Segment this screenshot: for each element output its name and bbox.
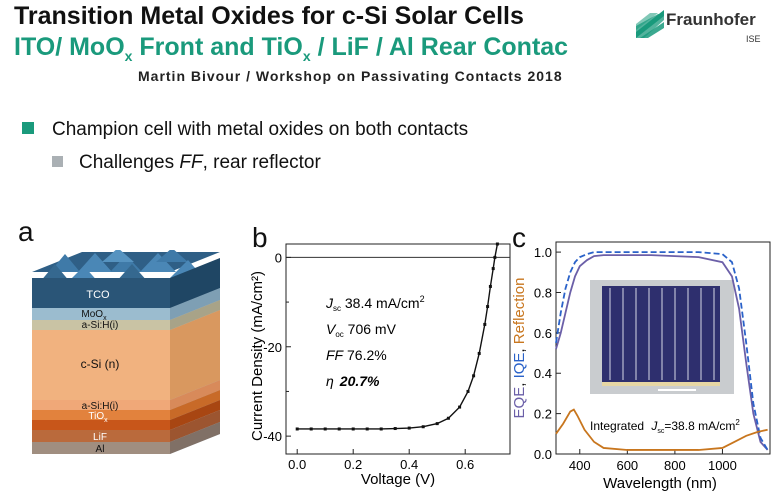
bullet-main-text: Champion cell with metal oxides on both … <box>52 119 469 140</box>
panel-b-chart: 0.0 0.2 0.4 0.6 0 -20 -40 Voltage (V) Current … <box>249 242 511 488</box>
jv-curve <box>297 243 499 430</box>
layer-label-asi-top: a-Si:H(i) <box>82 320 119 331</box>
jv-point <box>488 284 492 288</box>
x-tick-label: 600 <box>616 458 638 473</box>
bullet-sub-text-a: Challenges <box>79 152 180 173</box>
integrated-jsc-label: Integrated Jsc=38.8 mA/cm2 <box>590 418 740 435</box>
x-tick-label: 800 <box>664 458 686 473</box>
slide-subtitle-colored: ITO/ MoOx Front and TiOx / LiF / Al Rear… <box>14 33 568 64</box>
slide-title: Transition Metal Oxides for c-Si Solar C… <box>14 2 524 30</box>
bullet-square-grey-icon <box>52 156 63 167</box>
bullet-sub-ff: FF <box>179 152 203 173</box>
panel-c-chart: 400 600 800 1000 0.0 0.2 0.4 0.6 0.8 1.0 Integrat… <box>511 241 771 492</box>
jv-point <box>466 389 470 393</box>
author-line: Martin Bivour / Workshop on Passivating … <box>138 68 563 84</box>
panel-b-curve <box>295 242 499 431</box>
y-tick-label: 0.6 <box>534 326 552 341</box>
jv-point <box>379 427 383 431</box>
x-tick-label: 0.0 <box>288 457 306 472</box>
x-tick-label: 400 <box>569 458 591 473</box>
title2-sub1: x <box>124 48 133 64</box>
x-tick-label: 1000 <box>708 458 737 473</box>
iqe-curve <box>555 251 769 451</box>
panel-c-ticks: 400 600 800 1000 0.0 0.2 0.4 0.6 0.8 1.0 <box>534 245 737 473</box>
jv-point <box>421 425 425 429</box>
layer-label-moox: MoOx <box>81 309 107 322</box>
panel-a-label: a <box>18 216 34 247</box>
jv-point <box>491 267 495 271</box>
fraunhofer-logo-icon <box>636 10 664 38</box>
panel-b-label: b <box>252 222 268 253</box>
jv-point <box>446 416 450 420</box>
jv-point <box>337 427 341 431</box>
jv-point <box>309 427 313 431</box>
logo-sub: ISE <box>746 34 761 44</box>
jv-point <box>486 305 490 309</box>
panel-c-label: c <box>512 222 526 253</box>
annot-eta: η 20.7% <box>326 373 380 389</box>
jv-point <box>472 374 476 378</box>
jv-point <box>483 322 487 326</box>
y-tick-label: -20 <box>263 340 282 355</box>
layer-label-tco: TCO <box>86 289 110 301</box>
title2-sub2: x <box>302 48 311 64</box>
jv-point <box>323 427 327 431</box>
y-tick-label: 0.0 <box>534 447 552 462</box>
jv-point <box>407 426 411 430</box>
jv-point <box>495 242 499 246</box>
panel-b-ylabel: Current Density (mA/cm²) <box>249 271 266 441</box>
jv-point <box>295 427 299 431</box>
jv-point <box>351 427 355 431</box>
panel-c-curves <box>555 251 769 451</box>
logo-name: Fraunhofer <box>666 10 756 29</box>
jv-point <box>458 405 462 409</box>
y-tick-label: 0 <box>275 250 282 265</box>
y-tick-label: 1.0 <box>534 245 552 260</box>
jv-point <box>365 427 369 431</box>
title2-part-c: / LiF / Al Rear Contac <box>310 33 569 61</box>
panel-b-xlabel: Voltage (V) <box>361 471 435 488</box>
y-tick-label: 0.8 <box>534 285 552 300</box>
bullet-sub-text-b: , rear reflector <box>202 152 321 173</box>
panel-c-ylabel: EQE, IQE, Reflection <box>511 278 528 419</box>
bullet-main: Champion cell with metal oxides on both … <box>22 119 468 141</box>
jv-point <box>493 255 497 259</box>
solar-cell-photo <box>590 280 734 394</box>
jv-point <box>435 422 439 426</box>
y-tick-label: -40 <box>263 429 282 444</box>
annot-voc: Voc 706 mV <box>326 321 397 339</box>
x-tick-label: 0.4 <box>400 457 418 472</box>
annot-jsc: Jsc 38.4 mA/cm2 <box>325 294 425 313</box>
layer-label-tiox: TiOx <box>88 411 108 424</box>
reflection-curve <box>555 408 768 451</box>
x-tick-label: 0.6 <box>456 457 474 472</box>
bullet-square-icon <box>22 122 34 134</box>
title2-part-b: Front and TiO <box>132 33 303 61</box>
panel-b-frame <box>285 243 511 455</box>
layer-label-lif: LiF <box>93 432 107 443</box>
layer-label-asi-bottom: a-Si:H(i) <box>82 401 119 412</box>
panel-c-xlabel: Wavelength (nm) <box>603 475 717 492</box>
bullet-sub: Challenges FF, rear reflector <box>52 152 321 174</box>
x-tick-label: 0.2 <box>344 457 362 472</box>
layer-label-al: Al <box>96 444 105 455</box>
title2-part-a: ITO/ MoO <box>14 33 125 61</box>
jv-point <box>393 427 397 431</box>
annot-ff: FF 76.2% <box>326 347 387 363</box>
layer-label-csi: c-Si (n) <box>81 357 120 371</box>
panel-b-ticks: 0.0 0.2 0.4 0.6 0 -20 -40 <box>263 250 474 472</box>
y-tick-label: 0.4 <box>534 366 552 381</box>
y-tick-label: 0.2 <box>534 407 552 422</box>
jv-point <box>477 351 481 355</box>
panel-a-stack: TCO MoOx a-Si:H(i) c-Si (n) a-Si:H(i) Ti… <box>32 250 220 455</box>
eqe-curve <box>555 254 769 451</box>
fraunhofer-logo: Fraunhofer ISE <box>636 6 776 50</box>
